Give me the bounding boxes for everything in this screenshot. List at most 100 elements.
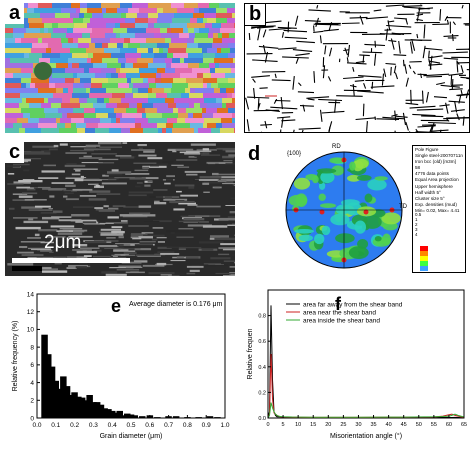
legend-value: 0.5 bbox=[415, 212, 422, 217]
texture-streak bbox=[160, 273, 172, 276]
grain bbox=[120, 118, 135, 125]
texture-streak bbox=[184, 170, 206, 173]
texture-streak bbox=[208, 163, 216, 165]
texture-streak bbox=[28, 209, 53, 211]
grain bbox=[167, 118, 177, 125]
boundary-segment bbox=[428, 50, 430, 59]
grain bbox=[171, 63, 188, 69]
texture-streak bbox=[65, 152, 87, 154]
grain bbox=[165, 38, 171, 45]
grain bbox=[163, 8, 177, 15]
grain bbox=[189, 93, 203, 99]
grain bbox=[71, 123, 76, 128]
boundary-segment bbox=[421, 115, 444, 118]
boundary-segment bbox=[354, 79, 365, 82]
grain bbox=[188, 113, 193, 120]
grain bbox=[157, 68, 165, 74]
texture-streak bbox=[152, 227, 164, 229]
grain bbox=[52, 73, 64, 80]
boundary-segment bbox=[259, 87, 268, 89]
grain bbox=[24, 23, 29, 28]
boundary-segment bbox=[443, 57, 459, 60]
texture-streak bbox=[30, 185, 38, 188]
boundary-segment bbox=[364, 43, 386, 47]
texture-streak bbox=[43, 164, 56, 167]
boundary-segment bbox=[376, 118, 400, 121]
grain bbox=[157, 8, 163, 15]
grain bbox=[86, 88, 90, 95]
texture-streak bbox=[175, 200, 185, 202]
grain bbox=[153, 108, 157, 114]
boundary-segment bbox=[313, 30, 324, 34]
texture-streak bbox=[215, 272, 235, 275]
grain bbox=[125, 63, 133, 70]
texture-streak bbox=[121, 220, 128, 222]
texture-streak bbox=[128, 194, 147, 197]
grain bbox=[171, 28, 183, 34]
grain bbox=[23, 3, 28, 10]
grain-boundary-network bbox=[245, 4, 469, 132]
texture-streak bbox=[107, 171, 132, 174]
grain bbox=[216, 13, 232, 20]
grain bbox=[189, 33, 195, 40]
grain bbox=[68, 63, 72, 69]
grain bbox=[219, 3, 235, 8]
grain bbox=[164, 88, 171, 94]
grain bbox=[62, 113, 67, 120]
grain bbox=[137, 13, 148, 20]
texture-streak bbox=[26, 188, 36, 191]
grain bbox=[209, 63, 215, 70]
grain bbox=[157, 108, 173, 114]
grain bbox=[120, 68, 139, 74]
grain bbox=[97, 98, 104, 103]
texture-streak bbox=[70, 149, 94, 152]
texture-streak bbox=[28, 218, 34, 221]
grain bbox=[136, 113, 142, 118]
y-tick-label: 8 bbox=[30, 344, 34, 351]
y-tick-label: 0.0 bbox=[258, 416, 266, 422]
texture-streak bbox=[100, 233, 124, 236]
grain bbox=[187, 38, 194, 43]
texture-streak bbox=[153, 189, 168, 191]
grain bbox=[225, 73, 235, 80]
legend-label: area inside the shear band bbox=[303, 317, 380, 324]
grain bbox=[113, 28, 127, 34]
boundary-segment bbox=[394, 130, 396, 132]
texture-streak bbox=[58, 219, 82, 222]
texture-streak bbox=[101, 246, 125, 249]
panel-d-pole-figure: d {100} RD TD Pole Figure Single steel-20… bbox=[244, 142, 470, 278]
grain bbox=[185, 118, 204, 123]
boundary-segment bbox=[260, 123, 272, 126]
texture-streak bbox=[142, 264, 165, 267]
texture-streak bbox=[135, 185, 141, 188]
texture-streak bbox=[134, 244, 154, 247]
boundary-segment bbox=[464, 24, 469, 26]
grain bbox=[21, 78, 31, 85]
boundary-segment bbox=[295, 53, 310, 56]
grain bbox=[161, 33, 179, 40]
grain bbox=[185, 88, 190, 94]
texture-streak bbox=[74, 178, 84, 182]
boundary-segment bbox=[424, 47, 443, 51]
texture-streak bbox=[88, 183, 99, 185]
info-line: 58 bbox=[415, 165, 421, 171]
grain bbox=[218, 83, 235, 89]
histogram-bar bbox=[120, 415, 127, 418]
grain bbox=[106, 103, 117, 109]
grain bbox=[199, 28, 209, 33]
grain bbox=[5, 48, 21, 55]
grain bbox=[233, 58, 235, 63]
grain bbox=[133, 63, 148, 69]
grain bbox=[19, 103, 29, 108]
grain bbox=[187, 23, 205, 29]
grain bbox=[220, 128, 234, 133]
texture-streak bbox=[227, 216, 235, 218]
grain bbox=[51, 48, 70, 53]
grain bbox=[228, 43, 235, 49]
histogram-bar bbox=[90, 402, 97, 418]
grain bbox=[57, 123, 65, 128]
texture-streak bbox=[41, 150, 51, 152]
texture-streak bbox=[19, 246, 28, 248]
texture-streak bbox=[38, 177, 59, 179]
boundary-segment bbox=[428, 60, 441, 64]
